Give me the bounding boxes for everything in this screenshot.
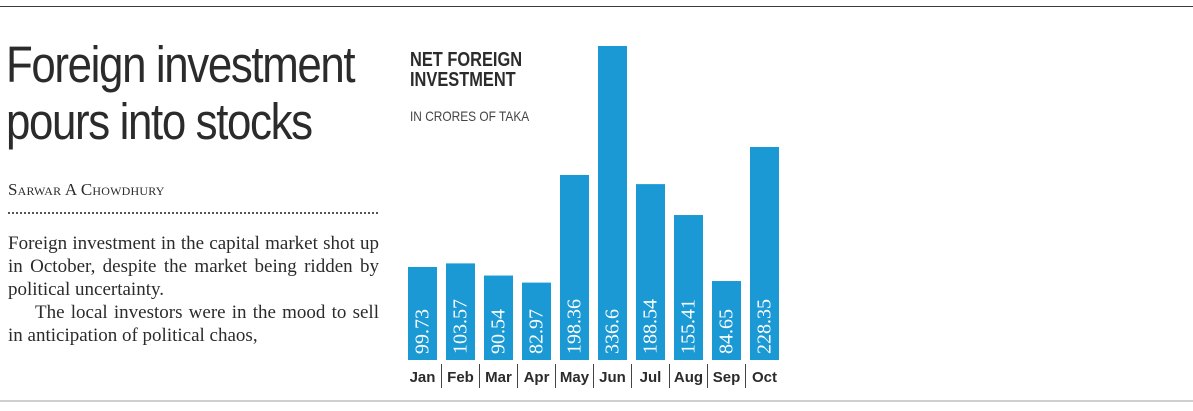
x-tick-label-may: May [560,369,590,386]
bar-may [560,174,589,360]
x-tick-label-jan: Jan [410,369,436,386]
chart-subtitle: IN CRORES OF TAKA [410,108,530,124]
chart-title-line-1: NET FOREIGN [410,49,523,71]
bar-jul [636,184,665,360]
bar-value-label-apr: 82.97 [526,309,548,354]
bar-value-label-sep: 84.65 [716,309,738,354]
bar-value-label-aug: 155.41 [678,299,700,354]
bar-value-label-jan: 99.73 [412,309,434,354]
x-tick-label-jun: Jun [599,369,626,386]
x-tick-label-feb: Feb [447,369,474,386]
x-tick-label-jul: Jul [640,369,662,386]
bar-aug [674,215,703,360]
bar-jun [598,46,627,360]
x-tick-label-aug: Aug [674,369,703,386]
bar-value-label-jun: 336.6 [602,309,624,354]
bar-feb [446,263,475,360]
chart-title: NET FOREIGN INVESTMENT [410,50,522,90]
bar-value-label-oct: 228.35 [754,299,776,354]
bottom-rule [0,400,1193,402]
headline: Foreign investment pours into stocks [6,36,356,150]
article-paragraph-2: The local investors were in the mood to … [8,302,379,346]
bar-value-label-mar: 90.54 [488,309,510,354]
bar-sep [712,281,741,360]
article-body: Foreign investment in the capital market… [8,232,379,347]
bar-oct [750,146,779,360]
bar-value-label-feb: 103.57 [450,299,472,354]
bar-value-label-may: 198.36 [564,299,586,354]
top-rule [0,6,1193,7]
bar-value-label-jul: 188.54 [640,299,662,354]
bar-apr [522,282,551,360]
bar-chart: 99.73 Jan 103.57 Feb 90.54 Mar 82.97 Apr 198.36 M… [408,46,779,388]
dotted-divider [8,212,378,214]
x-tick-label-sep: Sep [713,369,741,386]
bar-mar [484,275,513,360]
chart-title-line-2: INVESTMENT [410,69,516,91]
headline-line-2: pours into stocks [6,93,313,150]
bar-jan [408,266,437,360]
article-paragraph-1: Foreign investment in the capital market… [8,233,379,300]
x-tick-label-oct: Oct [752,369,777,386]
headline-line-1: Foreign investment [6,36,356,93]
byline: Sarwar A Chowdhury [8,180,165,199]
x-tick-label-mar: Mar [485,369,512,386]
x-tick-label-apr: Apr [524,369,550,386]
